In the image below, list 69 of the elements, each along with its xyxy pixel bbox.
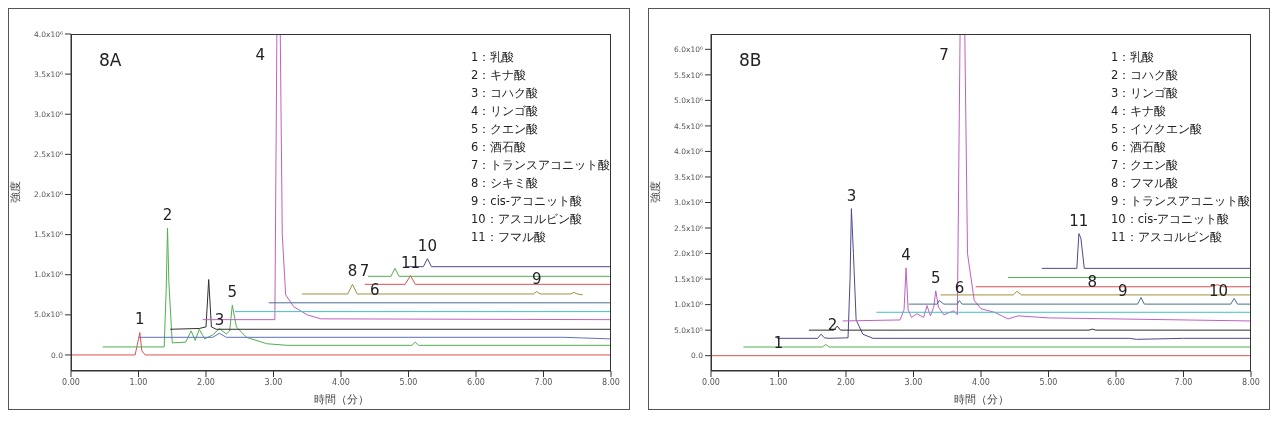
annotation: 4：リンゴ酸 <box>471 103 540 120</box>
text: 8B <box>739 50 762 70</box>
annotation: 10：cis-アコニット酸 <box>1111 211 1231 228</box>
x-tick-label: 4.00 <box>972 377 990 387</box>
x-tick-label: 7.00 <box>534 377 553 387</box>
annotation: 6：酒石酸 <box>471 139 528 156</box>
x-tick-label: 6.00 <box>1107 377 1125 387</box>
x-tick-label: 0.00 <box>62 377 80 387</box>
x-tick-label: 8.00 <box>1242 377 1260 387</box>
x-tick-label: 6.00 <box>467 377 485 387</box>
annotation: 7：クエン酸 <box>1111 157 1180 174</box>
line-series <box>71 331 611 356</box>
annotation: 7 <box>359 262 370 281</box>
y-axis-title: 強度 <box>648 180 662 203</box>
annotation: 3：コハク酸 <box>471 85 540 102</box>
annotation: 11：アスコルビン酸 <box>1111 229 1223 246</box>
annotation: 7 <box>939 46 949 64</box>
x-tick-label: 3.00 <box>264 377 283 387</box>
annotation: 1 <box>773 333 784 352</box>
annotation: 9：トランスアコニット酸 <box>1111 193 1251 210</box>
line-series <box>301 283 584 296</box>
annotation: 10：アスコルビン酸 <box>471 211 583 228</box>
x-tick-label: 1.00 <box>769 377 788 387</box>
x-tick-label: 5.00 <box>1039 377 1058 387</box>
annotation: 4：キナ酸 <box>1111 103 1168 120</box>
x-tick-label: 1.00 <box>129 377 148 387</box>
annotation: 6：酒石酸 <box>1111 139 1168 156</box>
annotation: 1 <box>135 310 145 329</box>
annotation: 11 <box>1069 211 1089 230</box>
annotation: 2 <box>827 316 838 335</box>
line-series <box>908 296 1251 305</box>
line-series <box>102 227 611 348</box>
annotation: 2 <box>162 206 173 225</box>
annotation: 3 <box>846 186 857 205</box>
annotation: 4 <box>901 245 911 264</box>
x-tick-label: 3.00 <box>904 377 923 387</box>
annotation: 2：キナ酸 <box>471 67 528 84</box>
annotation: 8 <box>347 262 358 281</box>
annotation: 8 <box>1087 272 1098 291</box>
annotation: 3：リンゴ酸 <box>1111 85 1180 102</box>
annotation: 5：クエン酸 <box>471 121 540 138</box>
text: 8A <box>99 50 122 70</box>
annotation: 7：トランスアコニット酸 <box>471 157 611 174</box>
annotation: 9 <box>1117 282 1128 301</box>
annotation: 5：イソクエン酸 <box>1111 121 1204 138</box>
annotation: 1：乳酸 <box>1111 49 1156 66</box>
annotation: 10 <box>1209 282 1229 301</box>
annotation: 1：乳酸 <box>471 49 516 66</box>
annotation: 11：フマル酸 <box>471 229 547 246</box>
x-tick-label: 2.00 <box>197 377 215 387</box>
x-axis-title: 時間（分） <box>313 393 369 406</box>
annotation: 4 <box>255 46 265 64</box>
annotation: 9：cis-アコニット酸 <box>471 193 583 210</box>
annotation: 2：コハク酸 <box>1111 67 1180 84</box>
annotation: 10 <box>417 236 437 255</box>
x-tick-label: 5.00 <box>399 377 418 387</box>
annotation: 8：シキミ酸 <box>471 175 540 192</box>
y-axis-title: 強度 <box>8 180 22 203</box>
annotation: 6 <box>369 280 380 299</box>
x-axis-title: 時間（分） <box>953 393 1009 406</box>
x-tick-label: 0.00 <box>702 377 720 387</box>
annotation: 5 <box>227 283 238 302</box>
annotation: 8：フマル酸 <box>1111 175 1180 192</box>
line-series <box>842 34 1251 322</box>
x-tick-label: 7.00 <box>1174 377 1193 387</box>
x-tick-label: 2.00 <box>837 377 855 387</box>
x-tick-label: 8.00 <box>602 377 620 387</box>
x-tick-label: 4.00 <box>332 377 350 387</box>
annotation: 5 <box>931 268 941 287</box>
